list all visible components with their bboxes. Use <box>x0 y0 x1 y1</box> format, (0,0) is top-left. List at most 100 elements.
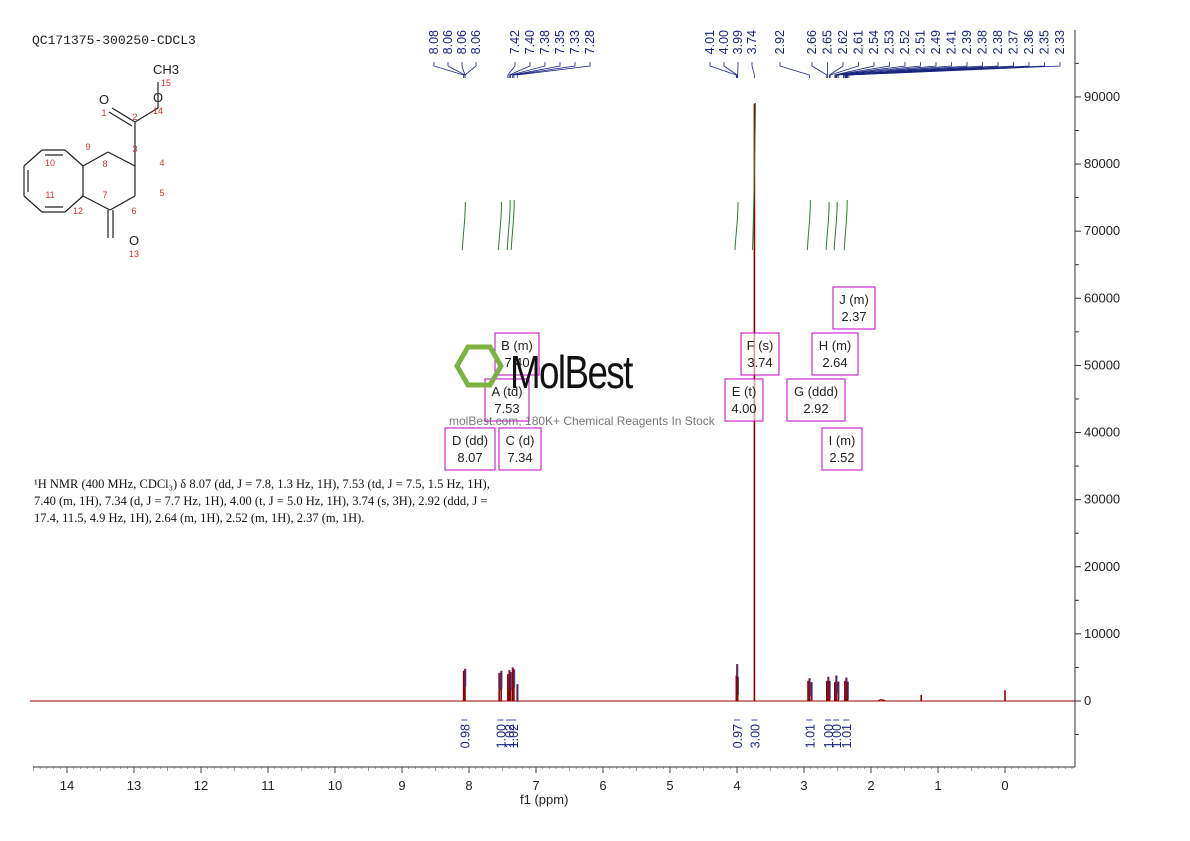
integral-label: 0.98 <box>458 724 472 748</box>
peak-label: 2.37 <box>1007 30 1021 54</box>
y-tick-label: 90000 <box>1084 89 1120 104</box>
peak-label-connector <box>848 62 1061 78</box>
x-tick-label: 0 <box>1001 778 1008 793</box>
x-tick-label: 7 <box>532 778 539 793</box>
x-tick-label: 11 <box>261 778 275 793</box>
x-tick-label: 13 <box>127 778 141 793</box>
atom-number: 4 <box>159 158 164 168</box>
integral-label: 3.00 <box>748 724 762 748</box>
multiplet-box <box>811 332 859 376</box>
peak-label-connector <box>516 62 591 78</box>
peak-label-connector <box>447 62 466 78</box>
peak-label-connector <box>464 62 477 78</box>
peak-label-connector <box>829 62 859 78</box>
integral-curve <box>734 201 739 251</box>
y-tick-label: 60000 <box>1084 290 1120 305</box>
peak-label-connector <box>835 62 906 78</box>
x-tick-label: 12 <box>194 778 208 793</box>
peak-label-connector <box>723 62 738 78</box>
peak-label: 2.92 <box>773 30 787 54</box>
bond <box>82 151 109 167</box>
peak-label: 3.99 <box>731 30 745 54</box>
watermark-text: molBest.com, 180K+ Chemical Reagents In … <box>449 414 715 428</box>
multiplet-box <box>498 427 542 471</box>
peak-label: 2.53 <box>883 30 897 54</box>
atom-label: CH3 <box>153 62 179 77</box>
bond <box>108 111 133 127</box>
y-tick-label: 70000 <box>1084 223 1120 238</box>
integral-curve <box>461 201 466 251</box>
integral-curve <box>497 201 502 251</box>
atom-label: O <box>153 90 163 105</box>
x-tick-label: 6 <box>599 778 606 793</box>
multiplet-title: D (dd) <box>452 433 488 448</box>
atom-number: 1 <box>101 108 106 118</box>
peak-label-connector <box>834 62 875 78</box>
multiplet-title: B (m) <box>501 338 533 353</box>
x-tick-label: 10 <box>328 778 342 793</box>
x-tick-label: 8 <box>465 778 472 793</box>
multiplet-value: 3.74 <box>747 355 772 370</box>
multiplet-box <box>724 378 764 422</box>
peak-label: 2.49 <box>929 30 943 54</box>
multiplet-title: H (m) <box>819 338 852 353</box>
atom-number: 9 <box>85 142 90 152</box>
multiplet-title: C (d) <box>506 433 535 448</box>
peak-label: 2.62 <box>836 30 850 54</box>
peak-label: 7.42 <box>508 30 522 54</box>
atom-number: 3 <box>132 144 137 154</box>
multiplet-value: 4.00 <box>731 401 756 416</box>
peak-label: 2.51 <box>914 30 928 54</box>
integral-curve <box>833 201 838 251</box>
atom-number: 12 <box>73 206 83 216</box>
peak-label-connector <box>512 62 561 78</box>
bond <box>82 195 111 211</box>
peak-label: 2.33 <box>1053 30 1067 54</box>
multiplet-title: J (m) <box>839 292 869 307</box>
peak-label-connector <box>709 62 737 78</box>
bond <box>23 149 43 167</box>
peak-label-connector <box>837 62 937 78</box>
bond <box>134 107 159 123</box>
peak-label: 2.39 <box>960 30 974 54</box>
atom-number: 2 <box>132 112 137 122</box>
y-tick-label: 30000 <box>1084 492 1120 507</box>
peak-label: 2.66 <box>805 30 819 54</box>
multiplet-box <box>832 286 876 330</box>
multiplet-value: 2.92 <box>803 401 828 416</box>
y-tick-label: 50000 <box>1084 357 1120 372</box>
integral-label: 1.01 <box>803 724 817 748</box>
peak-label: 3.74 <box>745 30 759 54</box>
multiplet-title: I (m) <box>829 433 856 448</box>
peak-label-connector <box>433 62 465 78</box>
y-tick-label: 20000 <box>1084 559 1120 574</box>
atom-number: 15 <box>161 78 171 88</box>
atom-number: 14 <box>153 106 163 116</box>
integral-label: 1.00 <box>830 724 844 748</box>
peak-label-connector <box>835 62 890 78</box>
peak-label-connector <box>510 62 546 78</box>
x-tick-label: 5 <box>666 778 673 793</box>
multiplet-box <box>444 427 496 471</box>
peak-label: 2.65 <box>821 30 835 54</box>
multiplet-value: 7.40 <box>504 355 529 370</box>
integral-label: 1.01 <box>840 724 854 748</box>
atom-label: O <box>129 233 139 248</box>
watermark-hexagon-icon <box>454 344 504 388</box>
atom-number: 11 <box>45 190 54 200</box>
peak-label-connector <box>836 62 921 78</box>
x-axis-label: f1 (ppm) <box>520 792 569 807</box>
peak-label-connector <box>811 62 828 78</box>
multiplet-value: 7.53 <box>494 401 519 416</box>
multiplet-box <box>484 378 530 422</box>
multiplet-box <box>821 427 863 471</box>
peak-label: 2.38 <box>976 30 990 54</box>
integral-curve <box>506 199 511 251</box>
y-tick-label: 40000 <box>1084 425 1120 440</box>
peak-label: 2.38 <box>991 30 1005 54</box>
peak-label-connector <box>513 62 576 78</box>
peak-label: 7.40 <box>523 30 537 54</box>
bond <box>64 195 84 213</box>
peak-label-connector <box>779 62 810 78</box>
